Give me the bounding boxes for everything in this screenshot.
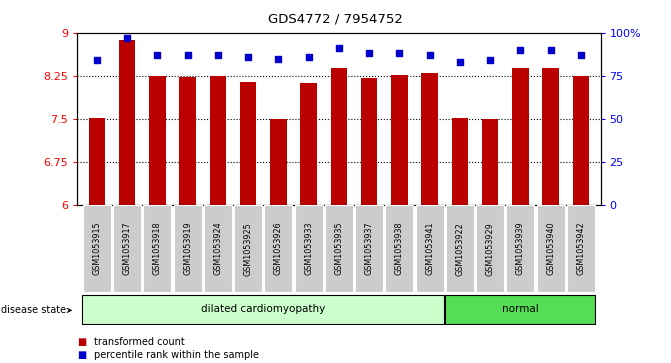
Bar [83, 295, 444, 324]
Point [576, 52, 586, 58]
Text: GSM1053933: GSM1053933 [304, 222, 313, 276]
Point [243, 54, 254, 60]
Text: dilated cardiomyopathy: dilated cardiomyopathy [201, 305, 325, 314]
Bar [83, 205, 111, 292]
Bar [301, 83, 317, 205]
Bar [89, 118, 105, 205]
Bar [179, 77, 196, 205]
Text: GSM1053929: GSM1053929 [486, 222, 495, 276]
Point [152, 52, 162, 58]
Text: GSM1053942: GSM1053942 [576, 222, 585, 276]
Bar [295, 205, 323, 292]
Bar [144, 205, 171, 292]
Text: GDS4772 / 7954752: GDS4772 / 7954752 [268, 13, 403, 26]
Text: GSM1053925: GSM1053925 [244, 222, 252, 276]
Bar [512, 68, 529, 205]
Text: GSM1053939: GSM1053939 [516, 222, 525, 276]
Text: GSM1053915: GSM1053915 [93, 222, 101, 276]
Text: GSM1053924: GSM1053924 [213, 222, 222, 276]
Text: GSM1053937: GSM1053937 [364, 222, 374, 276]
Point [273, 56, 284, 61]
Bar [446, 205, 474, 292]
Bar [149, 76, 166, 205]
Bar [325, 205, 353, 292]
Bar [476, 205, 504, 292]
Text: GSM1053935: GSM1053935 [334, 222, 344, 276]
Point [454, 59, 465, 65]
Bar [264, 205, 293, 292]
Point [213, 52, 223, 58]
Bar [385, 205, 413, 292]
Point [394, 50, 405, 56]
Text: GSM1053919: GSM1053919 [183, 222, 192, 276]
Bar [174, 205, 201, 292]
Point [333, 45, 344, 51]
Point [364, 50, 374, 56]
Text: ■: ■ [77, 350, 87, 360]
Text: GSM1053922: GSM1053922 [456, 222, 464, 276]
Bar [204, 205, 231, 292]
Text: GSM1053918: GSM1053918 [153, 222, 162, 276]
Text: normal: normal [502, 305, 539, 314]
Text: percentile rank within the sample: percentile rank within the sample [94, 350, 259, 360]
Bar [391, 75, 408, 205]
Point [546, 47, 556, 53]
Bar [572, 76, 589, 205]
Text: GSM1053941: GSM1053941 [425, 222, 434, 276]
Bar [361, 77, 377, 205]
Bar [446, 295, 595, 324]
Bar [567, 205, 595, 292]
Bar [537, 205, 564, 292]
Bar [240, 82, 256, 205]
Bar [421, 73, 438, 205]
Text: ■: ■ [77, 337, 87, 347]
Bar [234, 205, 262, 292]
Text: GSM1053926: GSM1053926 [274, 222, 283, 276]
Text: disease state: disease state [1, 305, 66, 315]
Point [424, 52, 435, 58]
Point [303, 54, 314, 60]
Bar [113, 205, 141, 292]
Bar [355, 205, 383, 292]
Bar [507, 205, 534, 292]
Bar [331, 68, 347, 205]
Bar [542, 68, 559, 205]
Point [121, 35, 132, 41]
Text: GSM1053938: GSM1053938 [395, 222, 404, 276]
Point [484, 57, 495, 63]
Bar [416, 205, 444, 292]
Bar [270, 119, 287, 205]
Bar [452, 118, 468, 205]
Text: GSM1053940: GSM1053940 [546, 222, 555, 276]
Point [91, 57, 102, 63]
Bar [482, 119, 499, 205]
Text: transformed count: transformed count [94, 337, 185, 347]
Bar [119, 40, 136, 205]
Bar [209, 76, 226, 205]
Point [515, 47, 526, 53]
Point [183, 52, 193, 58]
Text: GSM1053917: GSM1053917 [123, 222, 132, 276]
